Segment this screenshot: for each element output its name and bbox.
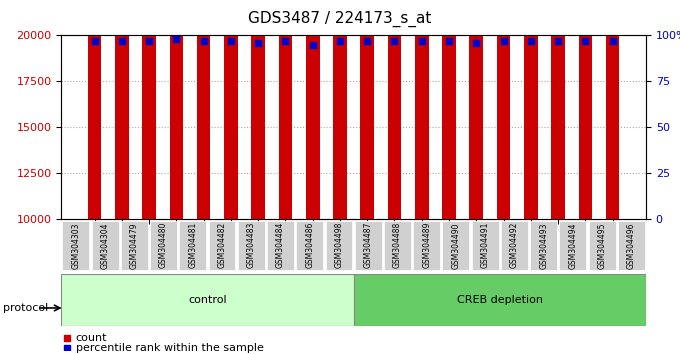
FancyBboxPatch shape xyxy=(589,221,615,270)
FancyBboxPatch shape xyxy=(180,221,206,270)
Bar xyxy=(579,0,592,219)
Point xyxy=(443,38,454,44)
FancyBboxPatch shape xyxy=(267,221,294,270)
FancyBboxPatch shape xyxy=(530,221,557,270)
Point xyxy=(226,38,237,44)
Text: GDS3487 / 224173_s_at: GDS3487 / 224173_s_at xyxy=(248,11,432,27)
FancyBboxPatch shape xyxy=(501,221,528,270)
Bar xyxy=(442,0,456,219)
Point xyxy=(526,38,537,44)
Text: GSM304489: GSM304489 xyxy=(422,222,431,268)
Text: CREB depletion: CREB depletion xyxy=(457,295,543,305)
Point xyxy=(580,38,591,44)
Point xyxy=(143,38,154,44)
Point xyxy=(401,221,412,227)
Bar xyxy=(524,0,538,219)
Text: GSM304496: GSM304496 xyxy=(627,222,636,269)
Point xyxy=(607,38,618,44)
FancyBboxPatch shape xyxy=(443,221,469,270)
Point xyxy=(553,38,564,44)
Text: control: control xyxy=(188,295,226,305)
Bar xyxy=(197,0,211,219)
FancyBboxPatch shape xyxy=(355,221,381,270)
Point xyxy=(401,318,412,323)
Text: protocol: protocol xyxy=(3,303,49,313)
Bar xyxy=(551,0,565,219)
Bar xyxy=(415,0,428,219)
Text: GSM304486: GSM304486 xyxy=(305,222,314,268)
FancyBboxPatch shape xyxy=(63,221,89,270)
Text: GSM304490: GSM304490 xyxy=(452,222,460,269)
Bar xyxy=(388,0,401,219)
Text: GSM304304: GSM304304 xyxy=(101,222,109,269)
FancyBboxPatch shape xyxy=(326,221,352,270)
Text: GSM304303: GSM304303 xyxy=(71,222,80,269)
Bar xyxy=(496,0,511,219)
Text: percentile rank within the sample: percentile rank within the sample xyxy=(75,343,264,353)
Text: GSM304494: GSM304494 xyxy=(568,222,577,269)
Point xyxy=(416,38,427,44)
Point xyxy=(307,42,318,47)
Text: GSM304493: GSM304493 xyxy=(539,222,548,269)
FancyBboxPatch shape xyxy=(238,221,265,270)
FancyBboxPatch shape xyxy=(92,221,118,270)
Point xyxy=(362,38,373,44)
Text: GSM304479: GSM304479 xyxy=(130,222,139,269)
FancyBboxPatch shape xyxy=(384,221,411,270)
Point xyxy=(198,38,209,44)
FancyBboxPatch shape xyxy=(472,221,498,270)
Text: GSM304498: GSM304498 xyxy=(335,222,343,268)
Text: GSM304483: GSM304483 xyxy=(247,222,256,268)
Bar xyxy=(279,0,292,219)
Bar xyxy=(142,0,156,219)
FancyBboxPatch shape xyxy=(560,221,586,270)
Point xyxy=(253,40,264,46)
Bar xyxy=(169,0,183,219)
FancyBboxPatch shape xyxy=(61,274,354,326)
Point xyxy=(498,38,509,44)
Point xyxy=(335,38,345,44)
Text: GSM304492: GSM304492 xyxy=(510,222,519,268)
Text: GSM304487: GSM304487 xyxy=(364,222,373,268)
FancyBboxPatch shape xyxy=(354,274,646,326)
Text: GSM304495: GSM304495 xyxy=(598,222,607,269)
Text: GSM304491: GSM304491 xyxy=(481,222,490,268)
FancyBboxPatch shape xyxy=(296,221,323,270)
Bar xyxy=(252,0,265,219)
Point xyxy=(471,40,481,46)
Point xyxy=(280,38,291,44)
Point xyxy=(171,36,182,42)
Text: GSM304488: GSM304488 xyxy=(393,222,402,268)
FancyBboxPatch shape xyxy=(150,221,177,270)
Bar xyxy=(88,0,101,219)
Point xyxy=(89,38,100,44)
Text: GSM304482: GSM304482 xyxy=(218,222,226,268)
Text: GSM304484: GSM304484 xyxy=(276,222,285,268)
Bar xyxy=(469,0,483,219)
FancyBboxPatch shape xyxy=(209,221,235,270)
FancyBboxPatch shape xyxy=(618,221,645,270)
Bar xyxy=(115,0,129,219)
Point xyxy=(389,38,400,44)
Bar xyxy=(333,0,347,219)
Point xyxy=(116,38,127,44)
Bar xyxy=(306,0,320,219)
Text: GSM304480: GSM304480 xyxy=(159,222,168,268)
Text: GSM304481: GSM304481 xyxy=(188,222,197,268)
Text: count: count xyxy=(75,333,107,343)
FancyBboxPatch shape xyxy=(413,221,440,270)
Bar xyxy=(224,0,238,219)
Bar xyxy=(360,0,374,219)
Bar xyxy=(606,0,619,219)
FancyBboxPatch shape xyxy=(121,221,148,270)
